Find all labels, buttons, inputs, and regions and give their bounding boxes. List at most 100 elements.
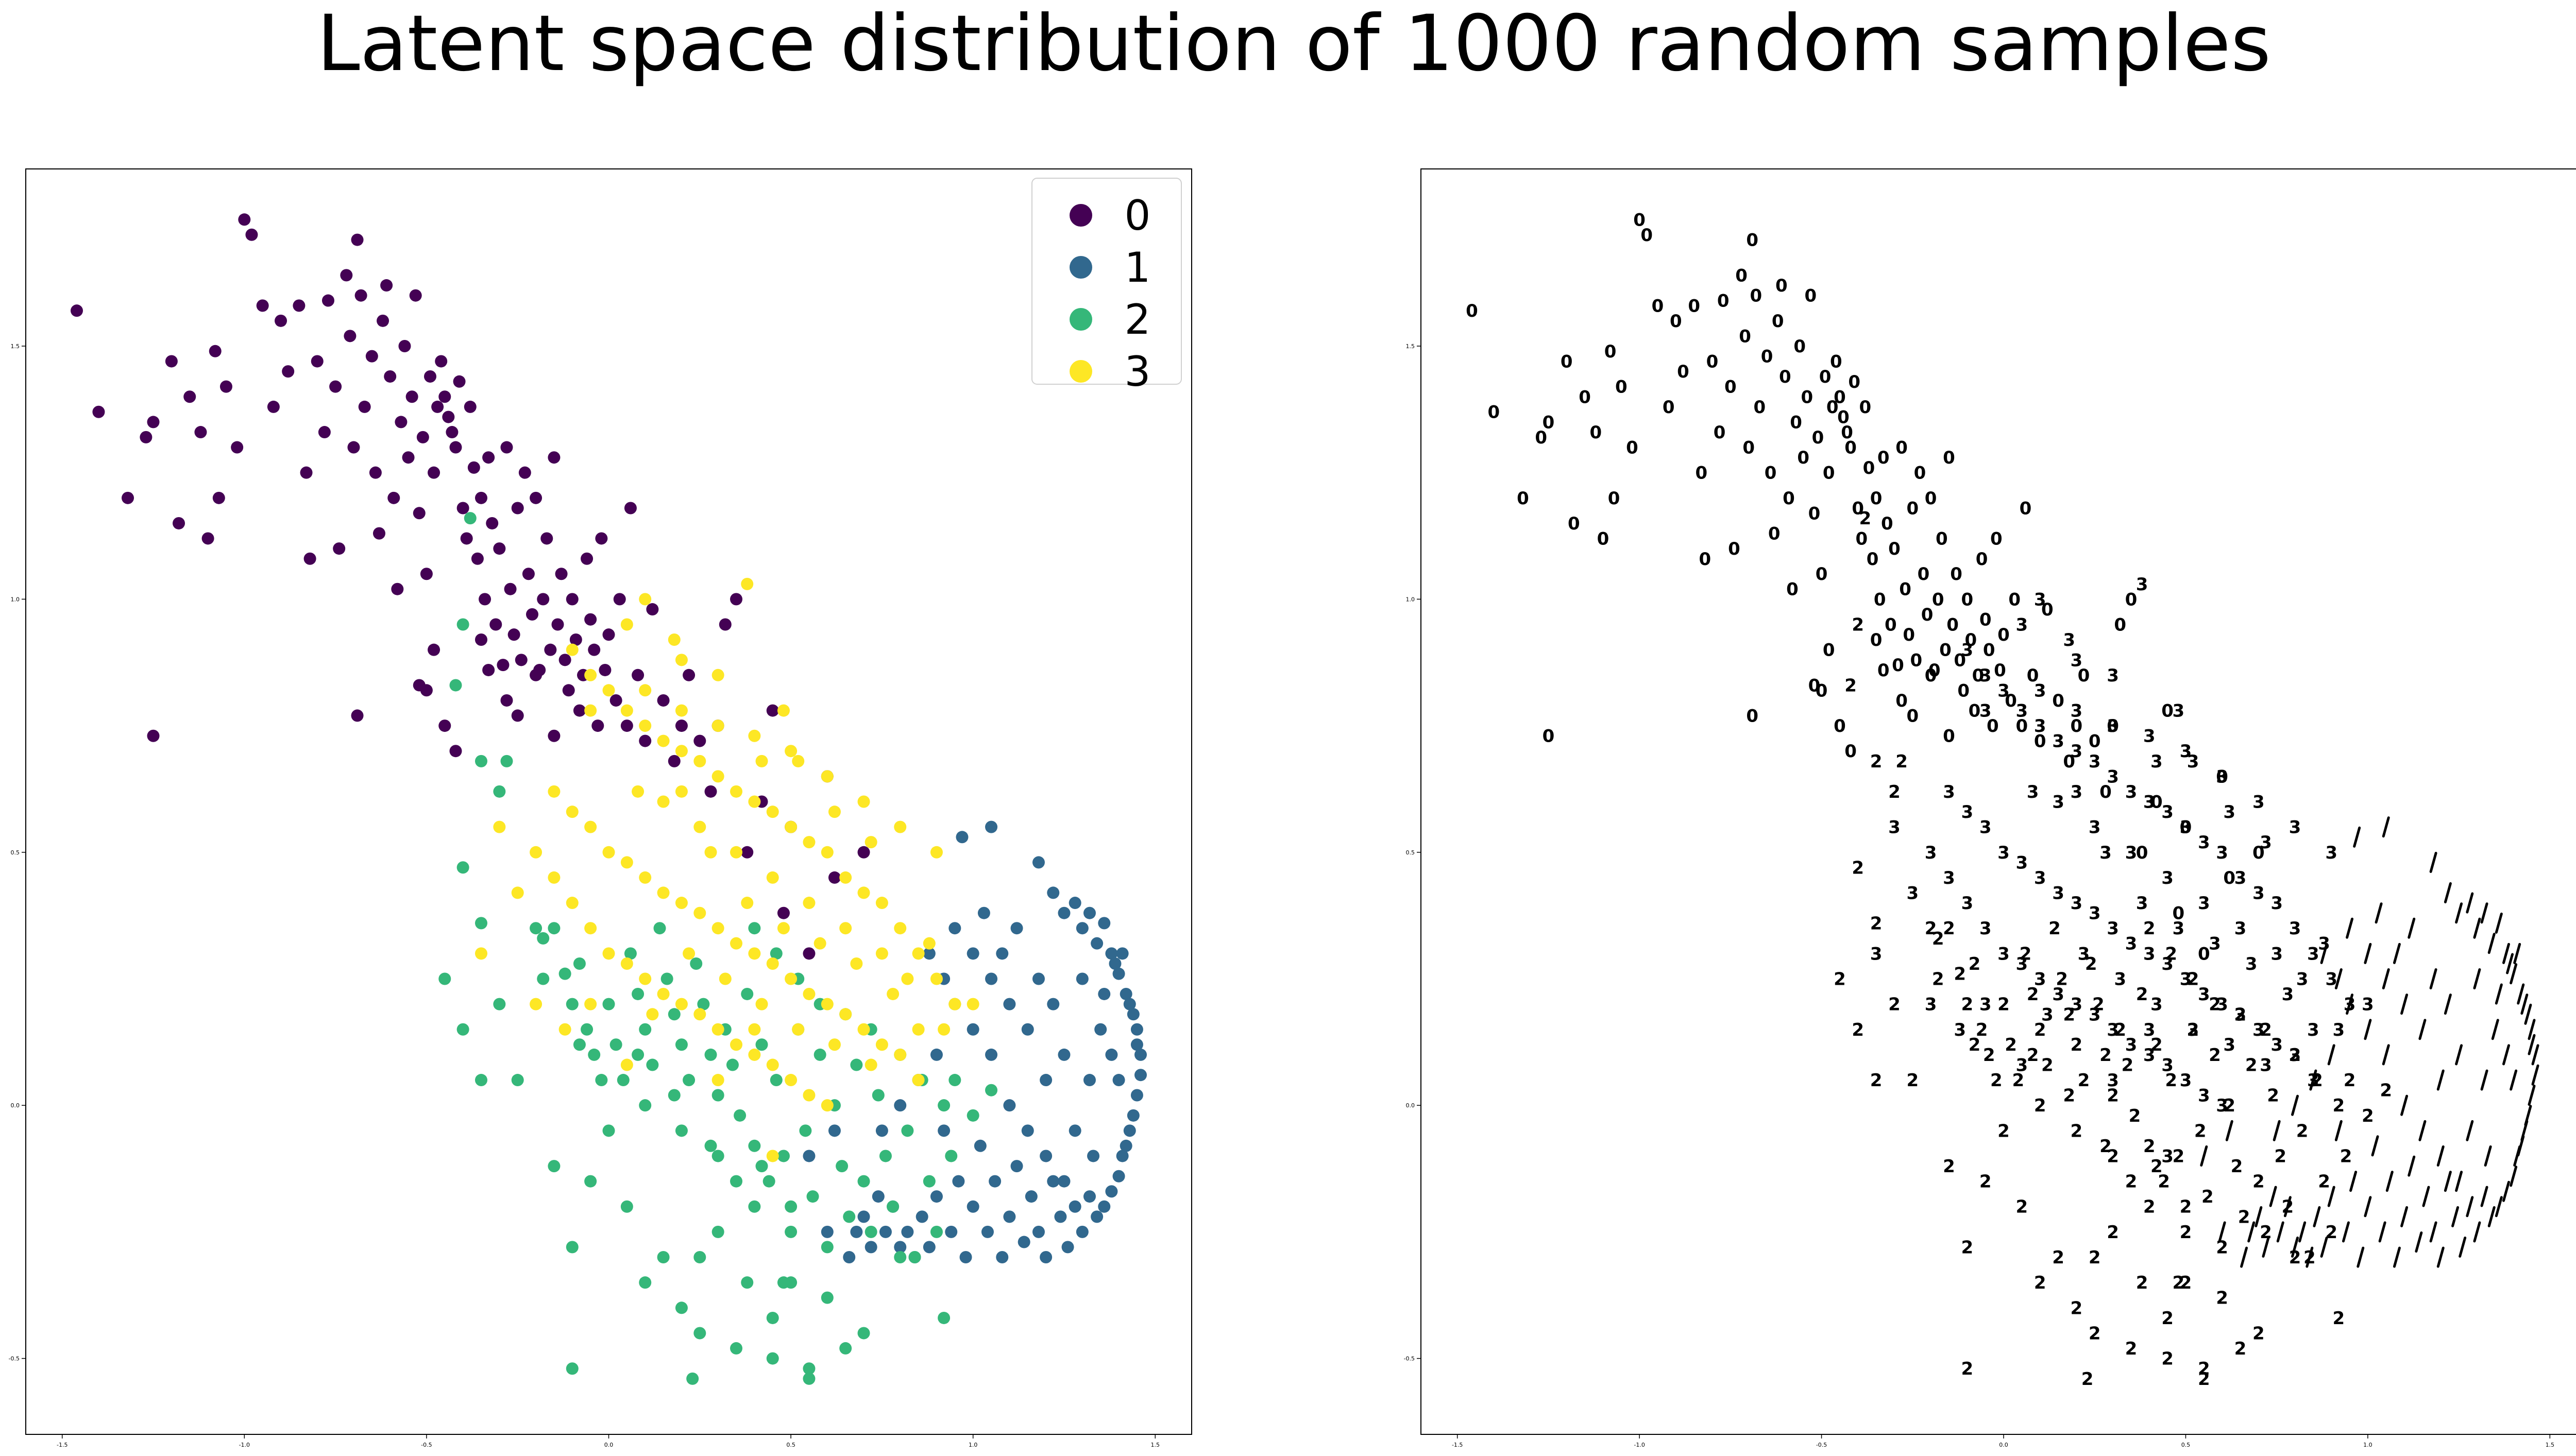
digit-image-3: 3: [2187, 1020, 2199, 1040]
scatter-point-class-0: [165, 355, 178, 368]
digit-image-0: 0: [1826, 397, 1839, 418]
digit-image-2: 2: [2078, 1070, 2090, 1091]
digit-image-2: 2: [2282, 1197, 2294, 1218]
scatter-point-class-1: [1058, 1175, 1071, 1188]
digit-image-3: 3: [2078, 944, 2090, 964]
digit-image-3: 3: [2161, 802, 2174, 823]
scatter-point-class-2: [967, 1109, 979, 1122]
digit-image-0: 0: [2161, 701, 2174, 722]
digit-image-1: [2382, 1044, 2390, 1066]
scatter-point-class-3: [704, 846, 717, 859]
digit-image-1: [2506, 953, 2514, 974]
digit-image-0: 0: [1652, 296, 1664, 316]
scatter-point-class-2: [711, 1225, 724, 1238]
scatter-point-class-2: [511, 1074, 524, 1087]
digit-image-3: 3: [2260, 1055, 2272, 1076]
digit-image-1: [2273, 1120, 2281, 1141]
digit-image-0: 0: [1885, 615, 1897, 636]
scatter-point-class-0: [551, 618, 564, 631]
scatter-point-class-0: [581, 552, 594, 565]
scatter-point-class-0: [256, 299, 269, 312]
scatter-point-class-0: [354, 289, 367, 302]
digit-image-1: [2276, 1221, 2284, 1243]
digit-image-0: 0: [1983, 640, 1995, 661]
scatter-point-class-2: [617, 1074, 630, 1087]
scatter-point-class-1: [1105, 1048, 1118, 1061]
scatter-point-class-2: [985, 1084, 998, 1097]
digit-image-0: 0: [1870, 630, 1883, 650]
scatter-point-class-3: [792, 755, 805, 767]
scatter-point-class-3: [566, 643, 579, 656]
digit-image-3: 3: [2099, 843, 2112, 863]
scatter-point-class-1: [1032, 972, 1045, 985]
digit-image-0: 0: [1568, 513, 1580, 534]
scatter-point-class-3: [530, 998, 543, 1010]
scatter-point-class-2: [770, 947, 783, 960]
scatter-point-class-3: [803, 1089, 816, 1102]
scatter-point-class-0: [372, 527, 385, 540]
digit-image-1: [2466, 1120, 2474, 1141]
scatter-point-class-0: [522, 568, 535, 580]
digit-image-3: 3: [2107, 766, 2119, 787]
digit-image-0: 0: [1939, 640, 1952, 661]
digit-image-2: 2: [2231, 1156, 2243, 1177]
scatter-point-class-1: [1069, 1124, 1081, 1137]
digit-image-0: 0: [1779, 367, 1791, 387]
scatter-point-class-1: [1018, 1236, 1030, 1248]
digit-image-0: 0: [1615, 377, 1628, 398]
scatter-point-class-2: [474, 917, 487, 930]
digit-image-0: 0: [1801, 387, 1813, 407]
digit-image-0: 0: [2020, 498, 2032, 519]
scatter-point-class-0: [387, 491, 400, 504]
digit-image-2: 2: [1859, 508, 1872, 529]
digit-image-2: 2: [2332, 1095, 2345, 1116]
digit-image-3: 3: [2223, 1035, 2235, 1055]
digit-image-3: 3: [2125, 1035, 2138, 1055]
scatter-point-class-3: [938, 1023, 951, 1036]
legend-marker-1: [1070, 256, 1092, 279]
scatter-point-class-1: [967, 947, 979, 960]
digit-image-1: [2393, 1246, 2401, 1268]
scatter-point-class-0: [231, 441, 244, 454]
scatter-point-class-0: [474, 633, 487, 646]
scatter-point-class-3: [741, 577, 754, 590]
digit-image-1: [2218, 1221, 2226, 1243]
scatter-point-class-0: [471, 552, 484, 565]
scatter-point-class-3: [511, 886, 524, 899]
scatter-point-class-0: [413, 679, 426, 692]
digit-image-1: [2466, 892, 2474, 914]
scatter-point-class-1: [1098, 987, 1111, 1000]
digit-image-2: 2: [1943, 1156, 1955, 1177]
scatter-point-class-1: [981, 1225, 994, 1238]
digit-image-0: 0: [1903, 625, 1915, 645]
right-xtick-label: 0.0: [1999, 1442, 2008, 1448]
scatter-point-class-2: [894, 1251, 907, 1264]
digit-image-2: 2: [2209, 995, 2221, 1015]
scatter-point-class-0: [548, 729, 561, 742]
scatter-point-class-0: [540, 532, 553, 545]
scatter-point-class-1: [1076, 972, 1089, 985]
scatter-point-class-2: [620, 1200, 633, 1213]
digit-image-3: 3: [2252, 792, 2265, 813]
digit-image-0: 0: [2252, 843, 2265, 863]
scatter-point-class-2: [537, 972, 550, 985]
scatter-point-class-2: [762, 1175, 775, 1188]
figure-title: Latent space distribution of 1000 random…: [317, 0, 2271, 89]
scatter-point-class-0: [591, 720, 604, 732]
digit-image-2: 2: [2005, 1035, 2017, 1055]
digit-image-0: 0: [1663, 397, 1675, 418]
scatter-point-class-0: [267, 400, 280, 413]
digit-image-3: 3: [2016, 701, 2028, 722]
scatter-point-class-3: [748, 947, 761, 960]
digit-image-1: [2283, 1196, 2292, 1218]
scatter-point-class-3: [620, 1058, 633, 1071]
scatter-point-class-1: [894, 1099, 907, 1112]
digit-image-3: 3: [2252, 883, 2265, 903]
scatter-point-class-3: [548, 871, 561, 884]
scatter-point-class-0: [504, 583, 517, 595]
digit-image-2: 2: [2081, 1369, 2094, 1390]
scatter-point-class-1: [1112, 967, 1125, 980]
digit-image-1: [2320, 1236, 2328, 1258]
scatter-point-class-1: [1021, 1124, 1034, 1137]
scatter-point-class-3: [620, 856, 633, 869]
